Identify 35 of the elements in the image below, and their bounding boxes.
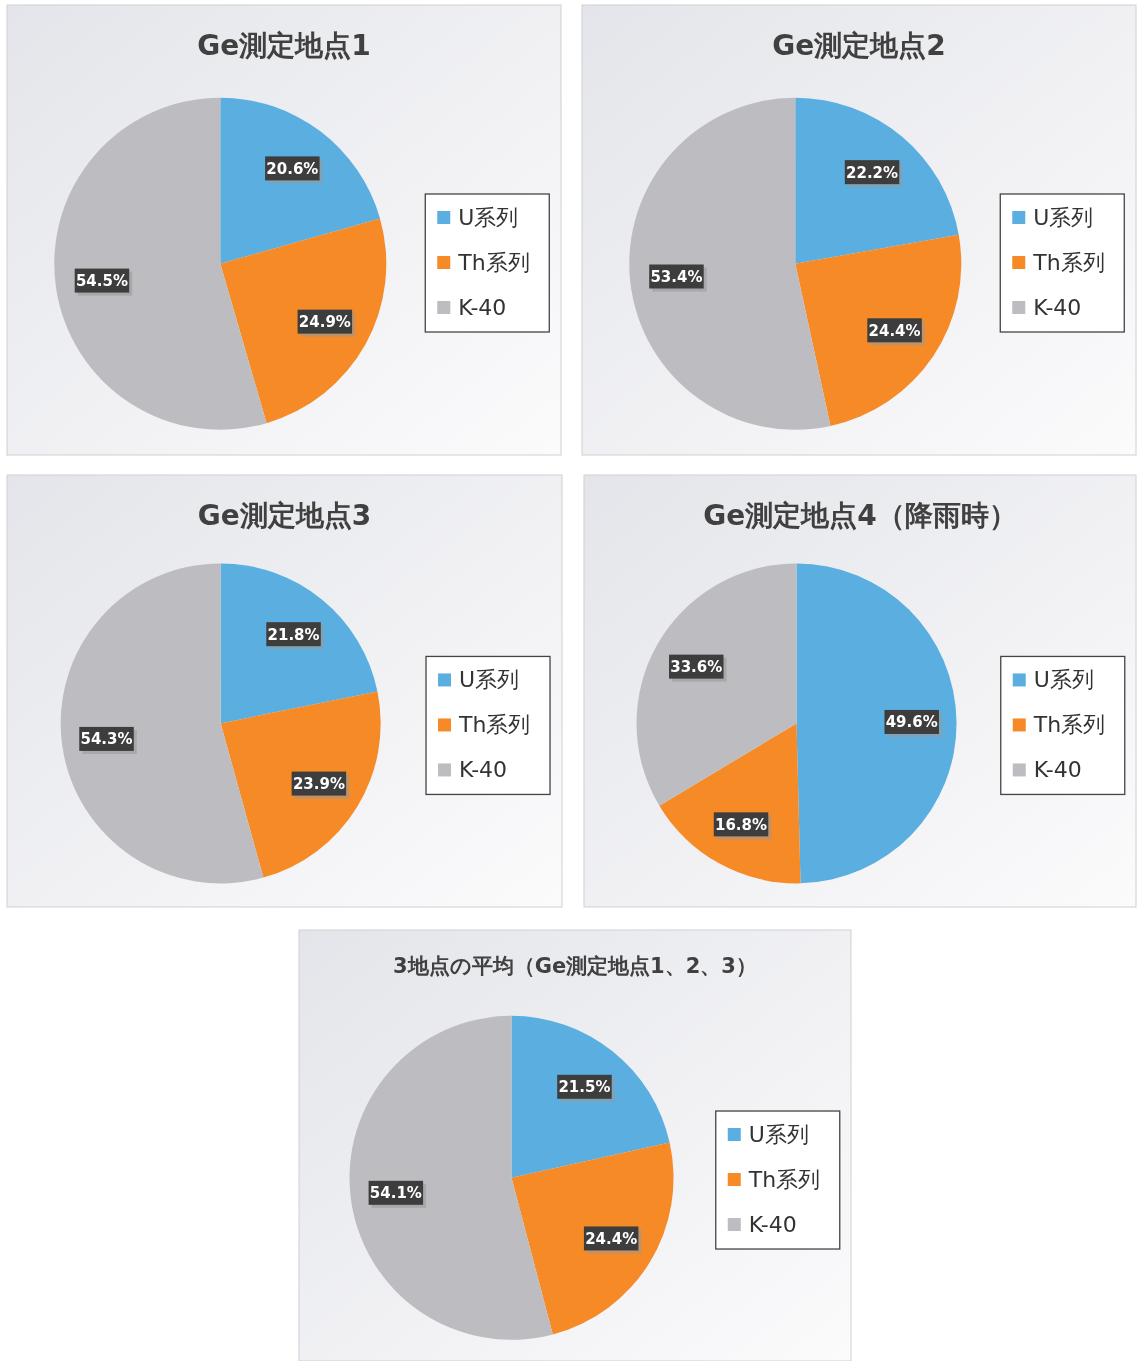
data-label: 33.6% xyxy=(670,658,723,677)
legend-label: K-40 xyxy=(1033,757,1082,783)
legend-label: Th系列 xyxy=(747,1167,821,1193)
legend-label: Th系列 xyxy=(1032,250,1105,275)
legend-label: K-40 xyxy=(1033,295,1082,320)
data-label: 24.4% xyxy=(868,321,921,340)
legend-label: U系列 xyxy=(1033,667,1094,693)
data-label: 49.6% xyxy=(885,713,938,732)
legend-label: Th系列 xyxy=(458,712,531,738)
legend-label: U系列 xyxy=(458,205,519,230)
chart-title: Ge測定地点1 xyxy=(197,29,371,62)
chart-title: Ge測定地点2 xyxy=(772,29,946,62)
chart-title: 3地点の平均（Ge測定地点1、2、3） xyxy=(393,954,757,978)
legend-label: Th系列 xyxy=(1032,712,1106,738)
data-label: 24.4% xyxy=(585,1229,638,1248)
legend-label: K-40 xyxy=(459,757,508,783)
data-label: 21.8% xyxy=(267,625,320,644)
chart-title: Ge測定地点4（降雨時） xyxy=(703,499,1017,532)
data-label: 54.3% xyxy=(80,730,133,749)
legend-label: U系列 xyxy=(459,667,520,693)
legend-label: Th系列 xyxy=(457,250,530,275)
chart-title: Ge測定地点3 xyxy=(197,499,372,532)
data-label: 22.2% xyxy=(846,163,899,182)
data-label: 20.6% xyxy=(266,159,319,178)
legend-label: K-40 xyxy=(458,295,507,320)
data-label: 54.5% xyxy=(75,272,128,291)
legend-label: U系列 xyxy=(748,1122,809,1148)
data-label: 23.9% xyxy=(292,775,345,794)
data-label: 53.4% xyxy=(650,267,703,286)
data-label: 54.1% xyxy=(369,1184,422,1203)
legend-label: K-40 xyxy=(748,1212,797,1238)
data-label: 24.9% xyxy=(298,313,351,332)
data-label: 16.8% xyxy=(715,815,768,834)
data-label: 21.5% xyxy=(558,1078,611,1097)
legend-label: U系列 xyxy=(1033,205,1094,230)
